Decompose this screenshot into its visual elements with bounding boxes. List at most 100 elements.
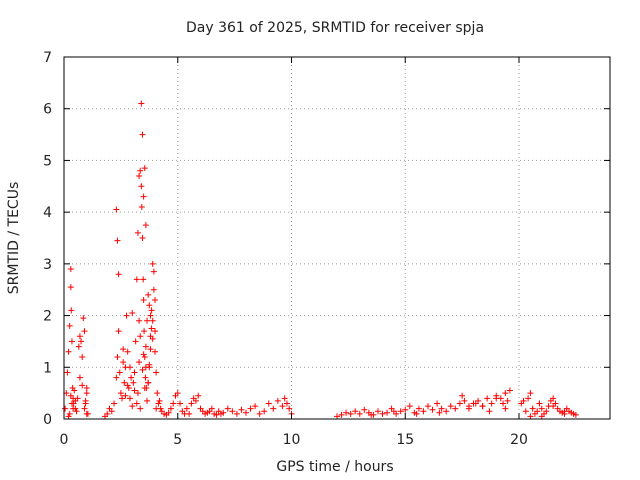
data-point (156, 397, 163, 404)
data-point (134, 229, 141, 236)
data-point (374, 408, 381, 415)
data-point (506, 387, 513, 394)
data-point (81, 405, 88, 412)
data-point (186, 410, 193, 417)
data-point (111, 400, 118, 407)
data-point (66, 322, 73, 329)
data-point (134, 390, 141, 397)
data-point (67, 392, 74, 399)
data-point (550, 395, 557, 402)
data-point (238, 406, 245, 413)
data-point (114, 353, 121, 360)
data-point (68, 307, 75, 314)
data-point (459, 392, 466, 399)
data-point (334, 413, 340, 420)
data-point (148, 325, 155, 332)
data-point (144, 317, 151, 324)
data-point (74, 395, 81, 402)
data-point (213, 411, 220, 418)
data-point (116, 369, 123, 376)
data-point (139, 235, 146, 241)
data-point (520, 397, 527, 404)
data-point (140, 297, 147, 304)
data-point (113, 374, 120, 381)
grid (64, 57, 610, 419)
x-tick-label: 15 (396, 432, 414, 448)
data-point (550, 403, 557, 410)
data-point (80, 315, 87, 322)
data-point (152, 297, 158, 304)
data-point (153, 405, 160, 412)
data-point (150, 268, 157, 275)
data-point (142, 343, 149, 350)
data-point (126, 395, 133, 402)
y-tick-label: 2 (43, 309, 52, 325)
y-tick-label: 3 (43, 257, 52, 273)
data-point (522, 408, 529, 415)
x-tick-label: 5 (173, 432, 182, 448)
data-point (436, 409, 443, 416)
data-point (141, 165, 148, 172)
data-point (397, 408, 404, 415)
data-point (502, 390, 509, 397)
data-point (352, 408, 359, 415)
data-point (229, 408, 236, 415)
x-tick-label: 10 (283, 432, 301, 448)
y-tick-label: 6 (43, 102, 52, 118)
data-point (283, 400, 290, 407)
data-point (488, 400, 495, 407)
data-point (170, 400, 177, 407)
data-points (62, 100, 579, 420)
data-point (138, 183, 145, 190)
data-point (233, 410, 240, 417)
x-axis-label: GPS time / hours (276, 459, 393, 475)
data-point (434, 400, 441, 407)
y-tick-label: 4 (43, 205, 52, 221)
data-point (71, 387, 78, 394)
data-point (504, 397, 511, 404)
data-point (114, 237, 121, 244)
data-point (502, 405, 509, 412)
data-point (338, 411, 345, 418)
x-tick-label: 0 (60, 432, 69, 448)
data-point (125, 384, 132, 391)
data-point (265, 400, 272, 407)
data-point (120, 359, 127, 366)
data-point (525, 395, 532, 402)
data-point (452, 405, 459, 412)
data-point (130, 379, 137, 386)
y-tick-label: 7 (43, 50, 52, 66)
data-point (165, 409, 172, 416)
data-point (347, 410, 354, 417)
data-point (76, 374, 83, 381)
data-point (279, 403, 286, 410)
data-point (261, 408, 268, 415)
data-point (500, 400, 507, 407)
data-point (438, 405, 445, 412)
data-point (137, 333, 144, 340)
data-point (64, 369, 71, 376)
data-point (121, 379, 128, 386)
data-point (122, 392, 129, 399)
data-point (128, 374, 135, 381)
data-point (133, 400, 140, 407)
data-point (142, 364, 149, 371)
data-point (472, 400, 479, 407)
data-point (538, 405, 545, 412)
data-point (429, 406, 436, 413)
data-point (192, 397, 199, 404)
data-point (447, 403, 454, 410)
data-point (73, 408, 80, 415)
data-point (141, 353, 148, 360)
data-point (115, 271, 122, 278)
data-point (527, 413, 534, 420)
data-point (117, 390, 124, 397)
data-point (142, 374, 149, 381)
data-point (148, 307, 155, 314)
data-point (142, 222, 149, 229)
data-point (132, 338, 139, 345)
data-point (252, 403, 259, 410)
data-point (529, 405, 536, 412)
data-point (68, 400, 75, 407)
